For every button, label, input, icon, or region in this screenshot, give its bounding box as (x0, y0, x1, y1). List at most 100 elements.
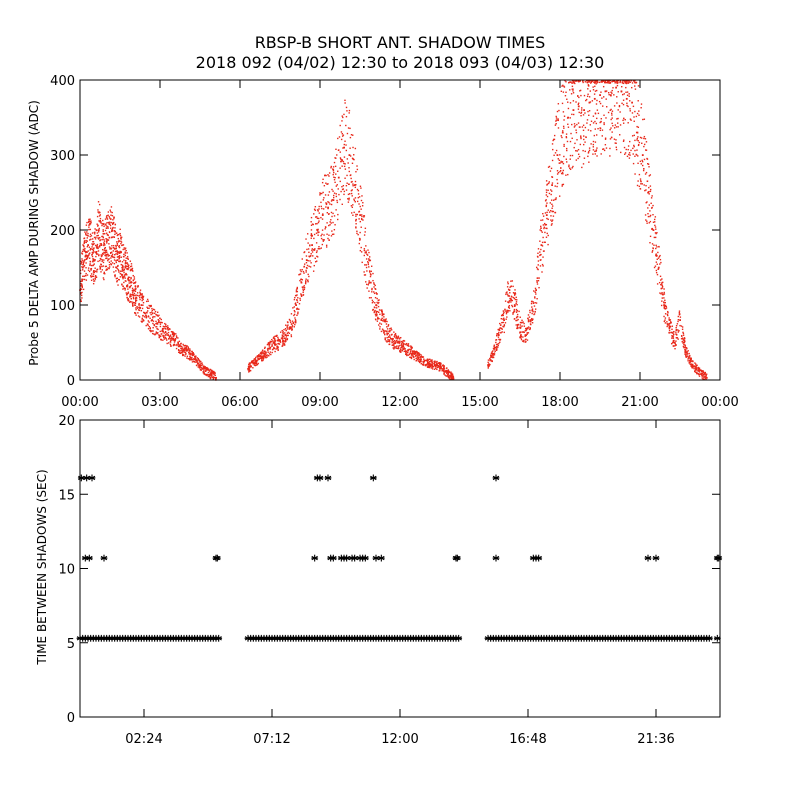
delta-amp-point (125, 294, 128, 296)
delta-amp-point (501, 321, 503, 324)
delta-amp-point (132, 294, 135, 296)
delta-amp-point (118, 258, 120, 260)
delta-amp-point (198, 359, 200, 361)
delta-amp-point (671, 328, 673, 331)
delta-amp-point (508, 300, 511, 302)
delta-amp-point (93, 247, 95, 249)
delta-amp-point (107, 226, 109, 228)
delta-amp-point (639, 178, 642, 180)
delta-amp-point (321, 214, 324, 216)
delta-amp-point (88, 270, 91, 273)
delta-amp-point (345, 184, 348, 187)
delta-amp-point (592, 115, 595, 117)
delta-amp-point (647, 213, 649, 215)
delta-amp-point (333, 161, 336, 164)
delta-amp-point (523, 339, 525, 342)
delta-amp-point (512, 292, 515, 294)
delta-amp-point (293, 309, 296, 312)
delta-amp-point (93, 231, 96, 234)
delta-amp-point (126, 262, 128, 264)
delta-amp-point (317, 231, 319, 234)
delta-amp-point (277, 340, 280, 342)
delta-amp-point (636, 139, 638, 141)
delta-amp-point (110, 257, 112, 259)
delta-amp-point (350, 205, 353, 207)
delta-amp-point (622, 82, 625, 85)
delta-amp-point (631, 86, 633, 89)
delta-amp-point (180, 342, 182, 345)
delta-amp-point (321, 207, 323, 210)
delta-amp-point (364, 251, 367, 254)
delta-amp-point (312, 270, 315, 272)
delta-amp-point (378, 311, 380, 313)
delta-amp-point (664, 301, 667, 304)
delta-amp-point (118, 254, 121, 257)
delta-amp-point (654, 216, 657, 218)
delta-amp-point (166, 339, 168, 341)
delta-amp-point (376, 320, 379, 322)
delta-amp-point (113, 236, 115, 238)
delta-amp-point (595, 150, 597, 152)
delta-amp-point (629, 110, 631, 112)
delta-amp-point (210, 374, 212, 377)
delta-amp-point (585, 99, 587, 102)
delta-amp-point (448, 374, 450, 377)
delta-amp-point (503, 325, 506, 327)
delta-amp-point (348, 193, 351, 195)
delta-amp-point (592, 146, 595, 148)
delta-amp-point (609, 109, 611, 112)
delta-amp-point (115, 250, 118, 252)
delta-amp-point (108, 266, 111, 268)
figure-title: RBSP-B SHORT ANT. SHADOW TIMES (255, 33, 546, 52)
delta-amp-point (514, 289, 516, 291)
delta-amp-point (343, 143, 345, 146)
delta-amp-point (588, 80, 590, 82)
delta-amp-point (627, 80, 629, 82)
delta-amp-point (377, 318, 379, 320)
delta-amp-point (499, 327, 502, 329)
delta-amp-point (92, 259, 95, 261)
bottom-x-tick-label: 02:24 (125, 732, 162, 747)
delta-amp-point (404, 348, 406, 350)
delta-amp-point (294, 317, 296, 319)
delta-amp-point (703, 376, 705, 378)
delta-amp-point (501, 331, 503, 333)
delta-amp-point (550, 215, 552, 217)
delta-amp-point (328, 201, 330, 204)
delta-amp-point (135, 299, 137, 301)
delta-amp-point (151, 330, 153, 332)
delta-amp-point (550, 224, 553, 226)
delta-amp-point (296, 287, 298, 290)
delta-amp-point (539, 259, 542, 261)
delta-amp-point (121, 261, 124, 263)
delta-amp-point (386, 320, 388, 323)
delta-amp-point (381, 309, 383, 311)
delta-amp-point (639, 188, 642, 190)
delta-amp-point (410, 346, 413, 348)
delta-amp-point (359, 205, 361, 208)
delta-amp-point (368, 251, 370, 254)
delta-amp-point (411, 347, 413, 349)
delta-amp-point (110, 211, 112, 213)
delta-amp-point (513, 310, 516, 312)
delta-amp-point (704, 377, 707, 380)
delta-amp-point (152, 317, 154, 319)
delta-amp-point (595, 89, 598, 92)
delta-amp-point (446, 371, 448, 374)
delta-amp-point (370, 265, 373, 267)
delta-amp-point (124, 289, 126, 291)
delta-amp-point (412, 355, 414, 357)
delta-amp-point (388, 341, 391, 343)
delta-amp-point (681, 328, 684, 330)
delta-amp-point (612, 87, 614, 89)
figure-subtitle: 2018 092 (04/02) 12:30 to 2018 093 (04/0… (196, 53, 605, 72)
delta-amp-point (603, 114, 605, 116)
delta-amp-point (128, 280, 130, 282)
delta-amp-point (200, 364, 203, 366)
delta-amp-point (509, 286, 511, 288)
delta-amp-point (101, 252, 104, 255)
delta-amp-point (398, 345, 400, 347)
delta-amp-point (152, 322, 154, 325)
delta-amp-point (623, 117, 625, 120)
